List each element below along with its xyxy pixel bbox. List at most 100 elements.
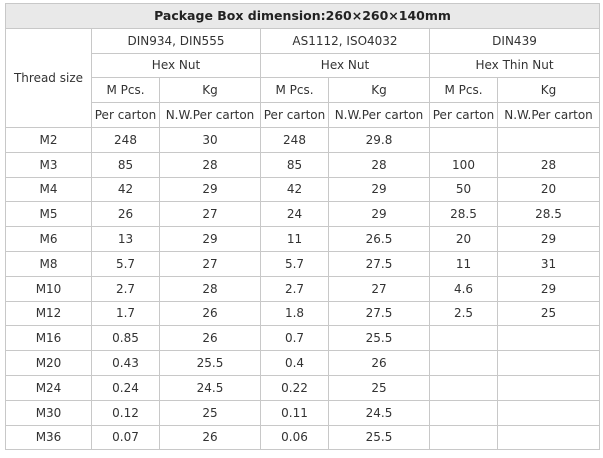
table-cell: 26 xyxy=(159,300,261,327)
table-cell xyxy=(429,424,498,451)
table-cell: 29 xyxy=(159,176,261,203)
table-cell: 20 xyxy=(429,226,498,252)
table-cell: 11 xyxy=(260,226,329,252)
table-cell: 5.7 xyxy=(91,250,160,277)
table-cell: 85 xyxy=(260,151,329,178)
table-row: M8 5.7 27 5.7 27.5 11 31 xyxy=(5,250,601,277)
table-row: M36 0.07 26 0.06 25.5 xyxy=(5,424,601,451)
product-header: Hex Nut xyxy=(91,52,261,79)
table-cell: 42 xyxy=(91,176,160,203)
table-cell: 5.7 xyxy=(260,250,329,277)
thread-size-cell: M3 xyxy=(5,151,92,178)
table-cell: 0.11 xyxy=(260,399,329,426)
unit-header: Kg xyxy=(496,77,601,104)
sub-header: Per carton xyxy=(91,102,160,128)
table-cell: 0.4 xyxy=(260,350,329,376)
standard-header: DIN439 xyxy=(428,27,601,54)
table-cell: 25 xyxy=(328,374,430,401)
table-cell: 0.12 xyxy=(91,399,160,426)
thread-size-cell: M4 xyxy=(5,176,92,203)
table-cell: 27.5 xyxy=(328,250,430,277)
table-cell: 100 xyxy=(429,151,498,178)
table-cell xyxy=(429,374,498,401)
standard-header: DIN934, DIN555 xyxy=(91,27,261,54)
table-cell: 248 xyxy=(91,126,160,153)
table-cell: 4.6 xyxy=(429,275,498,302)
table-cell: 25.5 xyxy=(328,424,430,451)
table-cell: 28 xyxy=(328,151,430,178)
table-cell: 2.7 xyxy=(260,275,329,302)
table-cell: 2.5 xyxy=(429,300,498,327)
table-cell: 27 xyxy=(159,250,261,277)
table-cell: 24.5 xyxy=(328,399,430,426)
thread-size-cell: M24 xyxy=(5,374,92,401)
table-cell: 26 xyxy=(159,424,261,451)
unit-header: M Pcs. xyxy=(429,77,498,104)
table-cell: 0.7 xyxy=(260,325,329,352)
thread-size-cell: M16 xyxy=(5,325,92,352)
table-cell: 26 xyxy=(91,201,160,228)
table-cell: 25 xyxy=(496,300,601,327)
table-cell: 25 xyxy=(159,399,261,426)
standard-header: AS1112, ISO4032 xyxy=(260,27,430,54)
table-cell xyxy=(429,325,498,352)
table-cell: 13 xyxy=(91,226,160,252)
table-cell: 28 xyxy=(496,151,601,178)
table-cell: 24 xyxy=(260,201,329,228)
package-table: Package Box dimension:260×260×140mm Thre… xyxy=(4,3,601,451)
table-cell: 25.5 xyxy=(328,325,430,352)
table-cell: 29.8 xyxy=(328,126,430,153)
product-header: Hex Thin Nut xyxy=(428,52,601,79)
table-row: M4 42 29 42 29 50 20 xyxy=(5,176,601,203)
table-cell: 2.7 xyxy=(91,275,160,302)
table-cell: 27 xyxy=(328,275,430,302)
sub-header: Per carton xyxy=(429,102,498,128)
table-cell xyxy=(496,126,601,153)
table-cell: 11 xyxy=(429,250,498,277)
table-cell: 0.22 xyxy=(260,374,329,401)
thread-size-cell: M8 xyxy=(5,250,92,277)
table-cell: 0.24 xyxy=(91,374,160,401)
table-cell: 28.5 xyxy=(496,201,601,228)
table-cell: 0.85 xyxy=(91,325,160,352)
table-cell: 1.8 xyxy=(260,300,329,327)
thread-size-cell: M36 xyxy=(5,424,92,451)
table-cell: 28 xyxy=(159,151,261,178)
table-cell: 26 xyxy=(159,325,261,352)
thread-size-cell: M6 xyxy=(5,226,92,252)
table-cell: 31 xyxy=(496,250,601,277)
table-cell: 30 xyxy=(159,126,261,153)
thread-size-cell: M10 xyxy=(5,275,92,302)
table-body: M2 248 30 248 29.8 M3 85 28 85 28 100 28… xyxy=(5,126,601,451)
table-cell: 29 xyxy=(328,176,430,203)
thread-size-cell: M5 xyxy=(5,201,92,228)
table-cell: 29 xyxy=(496,275,601,302)
table-cell: 26 xyxy=(328,350,430,376)
table-cell: 0.43 xyxy=(91,350,160,376)
sub-header: N.W.Per carton xyxy=(328,102,430,128)
thread-size-cell: M30 xyxy=(5,399,92,426)
table-row: M16 0.85 26 0.7 25.5 xyxy=(5,325,601,352)
table-cell: 85 xyxy=(91,151,160,178)
sub-header: Per carton xyxy=(260,102,329,128)
table-cell: 29 xyxy=(328,201,430,228)
table-row: M10 2.7 28 2.7 27 4.6 29 xyxy=(5,275,601,302)
unit-header: M Pcs. xyxy=(91,77,160,104)
table-cell xyxy=(429,350,498,376)
table-cell: 248 xyxy=(260,126,329,153)
table-cell: 1.7 xyxy=(91,300,160,327)
product-header: Hex Nut xyxy=(260,52,430,79)
thread-size-header: Thread size xyxy=(5,27,92,128)
table-cell: 29 xyxy=(496,226,601,252)
table-cell: 26.5 xyxy=(328,226,430,252)
table-cell xyxy=(429,399,498,426)
table-cell: 24.5 xyxy=(159,374,261,401)
table-row: M24 0.24 24.5 0.22 25 xyxy=(5,374,601,401)
table-cell: 20 xyxy=(496,176,601,203)
table-cell xyxy=(496,374,601,401)
table-cell: 42 xyxy=(260,176,329,203)
table-row: M20 0.43 25.5 0.4 26 xyxy=(5,350,601,376)
table-cell: 27 xyxy=(159,201,261,228)
table-cell xyxy=(496,350,601,376)
table-cell: 25.5 xyxy=(159,350,261,376)
